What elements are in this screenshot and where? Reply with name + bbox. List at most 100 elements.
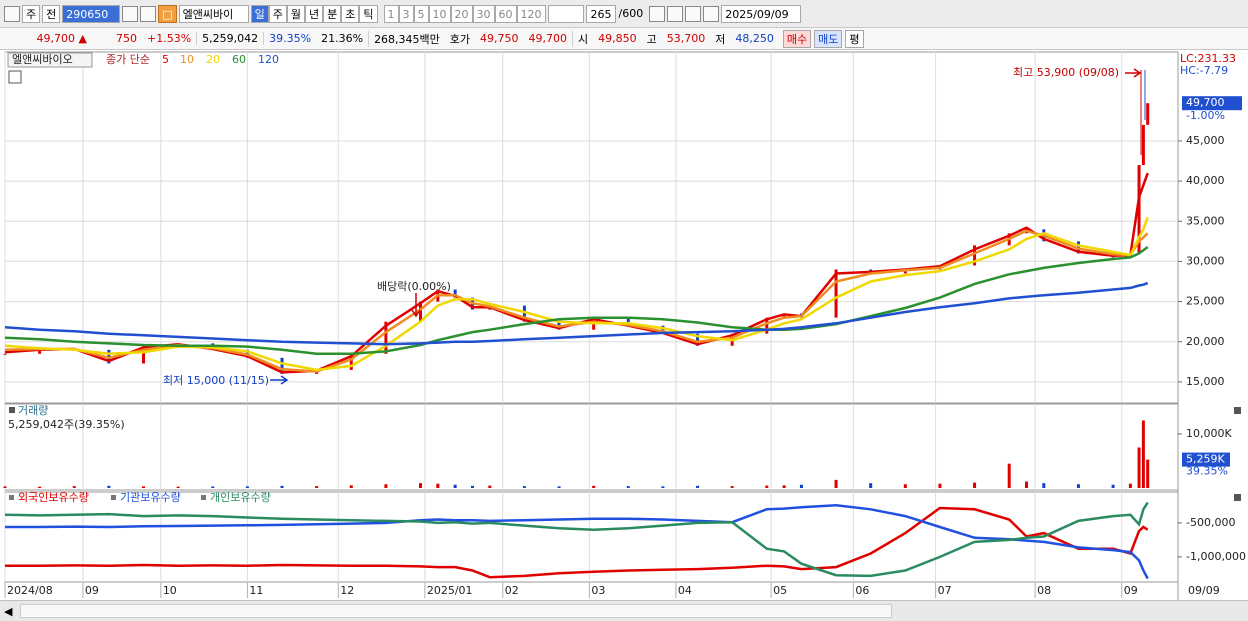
moving-average-line [4,245,1149,356]
period-button[interactable]: 일 [250,4,269,23]
x-tick-label: 11 [249,584,263,597]
settings-icon[interactable] [703,5,720,22]
bid: 49,700 [528,32,568,45]
market-select[interactable]: 주 [22,4,41,23]
interval-button[interactable]: 30 [472,4,495,23]
moving-average-line [4,281,1149,346]
volume-bar [280,485,284,488]
candle [38,349,42,354]
candle [384,321,388,354]
high-arrow [1125,68,1142,78]
sell-button[interactable]: 매도 [814,29,843,48]
zoom-controls[interactable] [898,605,1248,617]
holding-line [4,501,1149,578]
tool-icon[interactable] [649,5,666,22]
eval-button[interactable]: 평 [845,29,864,48]
interval-button[interactable]: 3 [398,4,414,23]
volume-bar [973,482,977,488]
lc-label: LC:231.33 [1180,52,1236,65]
legend-entry: 개인보유수량 [210,491,271,504]
high-label: 고 [646,32,657,46]
legend-entry: 5 [162,53,169,66]
sound-icon[interactable] [140,5,157,22]
current-price-box [1182,96,1242,111]
scope-button[interactable]: 전 [42,4,61,23]
x-tick-label: 08 [1037,584,1051,597]
x-tick-label: 10 [163,584,177,597]
tool-icon[interactable] [667,5,684,22]
legend-swatch [201,495,206,500]
legend-entry: 10 [180,53,194,66]
date-input[interactable]: 2025/09/09 [721,4,802,23]
volume-bar [1111,484,1115,488]
volume: 5,259,042 [196,32,263,45]
period-button[interactable]: 분 [323,4,342,23]
interval-button[interactable]: 1 [383,4,399,23]
y-tick-label: 45,000 [1186,134,1225,147]
stock-type: □ [158,4,177,23]
volume-bar [176,486,180,488]
interval-button[interactable]: 20 [450,4,473,23]
legend-entry: 외국인보유수량 [18,491,89,504]
volume-ratio-label: 39.35% [1186,465,1228,478]
change-label: -1.00% [1186,109,1225,122]
dividend-arrow [411,293,421,318]
candle [661,325,665,334]
x-tick-label: 03 [591,584,605,597]
volume-bar [1128,483,1132,488]
legend-entry: 기관보유수량 [120,491,181,504]
volume-bar [315,486,319,488]
volume-bar [1141,420,1145,488]
interval-button[interactable]: 120 [516,4,546,23]
volume-bar [799,484,803,488]
volume-bar [419,483,423,488]
period-button[interactable]: 주 [268,4,287,23]
count-input[interactable]: 265 [585,4,616,23]
y-tick-label: 10,000K [1186,427,1232,440]
title-box [7,52,93,68]
volume-bar [38,486,42,488]
count-max: /600 [618,7,644,20]
volume-bar [557,486,561,488]
volume-bar [834,479,838,488]
x-tick-label: 05 [773,584,787,597]
code-input[interactable]: 290650 [62,4,121,23]
panel-title: 거래량 [18,404,48,417]
period-button[interactable]: 틱 [359,4,378,23]
legend-swatch [111,495,116,500]
candle [973,245,977,266]
scroll-track[interactable] [20,604,892,618]
volume-bar [1076,484,1080,488]
scroll-left[interactable]: ◀ [4,604,13,618]
volume-bar [142,486,146,488]
candle [453,289,457,298]
period-button[interactable]: 월 [286,4,306,23]
interval-button[interactable]: 5 [413,4,429,23]
candle [419,301,423,322]
volume-bar [1007,463,1011,488]
candle [696,333,700,346]
moving-average-line [4,229,1149,373]
interval-button[interactable]: 60 [494,4,517,23]
x-cursor-label: 09/09 [1188,584,1220,597]
legend-entry: 60 [232,53,246,66]
layout-icon[interactable] [4,5,20,22]
period-button[interactable]: 년 [305,4,324,23]
volume-bar [3,486,7,488]
holding-line [5,506,1149,579]
high: 53,700 [666,32,706,45]
x-tick-label: 2024/08 [7,584,53,597]
buy-button[interactable]: 매수 [782,29,812,48]
stock-name[interactable]: 엘앤씨바이 [178,4,249,23]
volume-bar [730,486,734,488]
interval-button[interactable]: 10 [428,4,451,23]
save-icon[interactable] [685,5,702,22]
amount: 268,345백만 [368,30,445,47]
search-icon[interactable] [122,5,139,22]
unit-select[interactable] [547,4,584,23]
volume-bar [626,486,630,488]
period-button[interactable]: 초 [341,4,360,23]
open: 49,850 [598,32,637,45]
